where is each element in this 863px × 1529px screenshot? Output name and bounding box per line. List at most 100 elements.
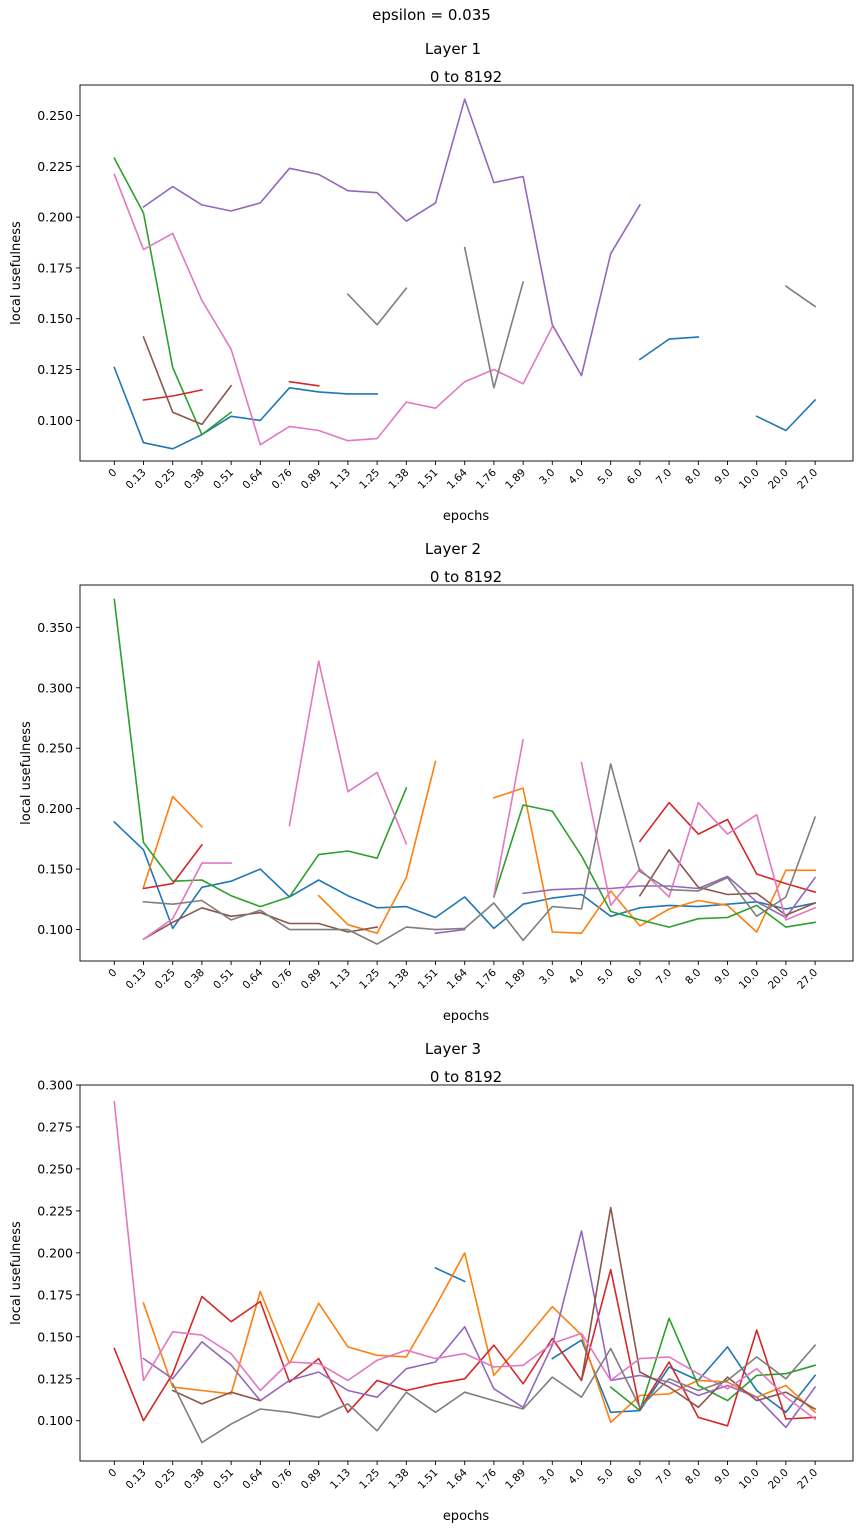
series-line-6-segment-1 — [142, 906, 379, 941]
series-line-7-segment-3 — [492, 738, 525, 897]
x-tick-label: 0.51 — [211, 1467, 236, 1492]
x-tick-label: 0.76 — [270, 1466, 295, 1491]
chart-title: Layer 3 — [425, 1040, 481, 1058]
series-line-6-segment-1 — [171, 1389, 262, 1405]
x-tick-label: 0.64 — [240, 966, 265, 991]
x-tick-label: 7.0 — [654, 467, 674, 487]
x-tick-label: 6.0 — [625, 467, 645, 487]
x-tick-label: 8.0 — [683, 1467, 703, 1487]
y-tick-label: 0.100 — [37, 922, 73, 937]
x-tick-label: 1.89 — [503, 467, 528, 492]
x-tick-label: 20.0 — [766, 967, 791, 992]
series-line-6-segment-2 — [638, 848, 817, 916]
series-line-8-segment-1 — [142, 763, 817, 945]
series-line-4-segment-1 — [142, 843, 204, 890]
chart-title: Layer 1 — [425, 40, 481, 58]
x-tick-label: 1.64 — [445, 1466, 470, 1491]
x-tick-label: 20.0 — [766, 467, 791, 492]
series-line-2-segment-1 — [113, 157, 233, 436]
x-tick-label: 1.13 — [328, 1467, 353, 1492]
y-tick-label: 0.100 — [37, 413, 73, 428]
series-line-4-segment-1 — [142, 98, 641, 377]
x-tick-label: 1.25 — [357, 467, 382, 492]
x-tick-label: 9.0 — [712, 467, 732, 487]
x-tick-label: 0 — [106, 1467, 119, 1480]
series-line-1-segment-2 — [551, 1339, 817, 1414]
x-tick-label: 0.51 — [211, 467, 236, 492]
x-tick-label: 0.38 — [182, 1467, 207, 1492]
x-tick-label: 0.13 — [124, 467, 149, 492]
series-line-5-segment-2 — [522, 875, 817, 919]
series-line-7-segment-2 — [288, 660, 408, 845]
x-tick-label: 0 — [106, 467, 119, 480]
x-tick-label: 1.76 — [474, 966, 499, 991]
x-tick-label: 0.89 — [299, 467, 324, 492]
series-line-7-segment-3 — [784, 285, 817, 308]
x-tick-label: 1.64 — [445, 966, 470, 991]
series-line-3-segment-2 — [492, 804, 817, 928]
series-line-4-segment-2 — [638, 801, 817, 894]
series-line-5-segment-1 — [142, 1230, 817, 1429]
x-tick-label: 3.0 — [537, 467, 557, 487]
x-tick-label: 0.89 — [299, 1467, 324, 1492]
series-line-1-segment-1 — [113, 366, 378, 450]
x-tick-label: 1.25 — [357, 1467, 382, 1492]
series-line-3-segment-1 — [113, 598, 408, 908]
x-tick-label: 4.0 — [566, 467, 586, 487]
y-tick-label: 0.125 — [37, 1371, 73, 1386]
series-line-7-segment-1 — [346, 287, 408, 326]
y-tick-label: 0.250 — [37, 108, 73, 123]
x-tick-label: 10.0 — [737, 967, 762, 992]
chart-panel-3: Layer 3 0 to 8192 0.100 0.125 0.150 0.175 0.20… — [9, 1040, 854, 1524]
x-tick-label: 8.0 — [683, 467, 703, 487]
x-tick-label: 20.0 — [766, 1467, 791, 1492]
x-tick-label: 1.13 — [328, 467, 353, 492]
series-line-2-segment-3 — [492, 787, 816, 935]
x-tick-label: 0.76 — [270, 966, 295, 991]
y-tick-label: 0.225 — [37, 159, 73, 174]
series-line-3-segment-2 — [288, 380, 320, 387]
y-tick-label: 0.275 — [37, 1119, 73, 1134]
x-tick-label: 6.0 — [625, 1467, 645, 1487]
y-tick-label: 0.200 — [37, 1245, 73, 1260]
x-tick-label: 9.0 — [712, 967, 732, 987]
series-line-2-segment-1 — [142, 795, 204, 889]
series-line-1-segment-1 — [434, 1266, 466, 1283]
series-line-8-segment-1 — [171, 1344, 817, 1444]
x-tick-label: 0.89 — [299, 967, 324, 992]
x-tick-label: 1.89 — [503, 1467, 528, 1492]
y-tick-label: 0.150 — [37, 862, 73, 877]
y-tick-label: 0.175 — [37, 1287, 73, 1302]
plot-frame — [79, 584, 854, 962]
x-tick-label: 8.0 — [683, 967, 703, 987]
chart-subtitle: 0 to 8192 — [430, 68, 502, 86]
series-line-7-segment-4 — [580, 761, 817, 921]
x-tick-label: 7.0 — [654, 1467, 674, 1487]
x-tick-label: 0.25 — [153, 967, 178, 992]
series-line-1-segment-3 — [755, 398, 817, 432]
x-tick-label: 1.76 — [474, 466, 499, 491]
x-tick-label: 10.0 — [737, 1467, 762, 1492]
x-tick-label: 1.51 — [416, 1467, 441, 1492]
x-tick-label: 1.38 — [386, 967, 411, 992]
y-tick-label: 0.150 — [37, 311, 73, 326]
x-tick-label: 3.0 — [537, 1467, 557, 1487]
y-tick-label: 0.200 — [37, 801, 73, 816]
y-tick-label: 0.100 — [37, 1413, 73, 1428]
x-tick-label: 5.0 — [596, 467, 616, 487]
x-tick-label: 10.0 — [737, 467, 762, 492]
chart-panel-2: Layer 20 to 81920.1000.1500.2000.2500.30… — [19, 540, 854, 1024]
x-tick-label: 0.64 — [240, 466, 265, 491]
y-tick-label: 0.150 — [37, 1329, 73, 1344]
x-tick-label: 1.51 — [416, 467, 441, 492]
chart-title: Layer 2 — [425, 540, 481, 558]
plot-frame — [79, 84, 854, 462]
x-tick-label: 0.51 — [211, 967, 236, 992]
series-line-2-segment-2 — [317, 760, 437, 935]
x-tick-label: 0.64 — [240, 1466, 265, 1491]
x-tick-label: 1.38 — [386, 1467, 411, 1492]
x-tick-label: 4.0 — [566, 967, 586, 987]
series-line-6-segment-1 — [113, 173, 554, 446]
x-tick-label: 0.76 — [270, 466, 295, 491]
x-tick-label: 27.0 — [795, 467, 820, 492]
